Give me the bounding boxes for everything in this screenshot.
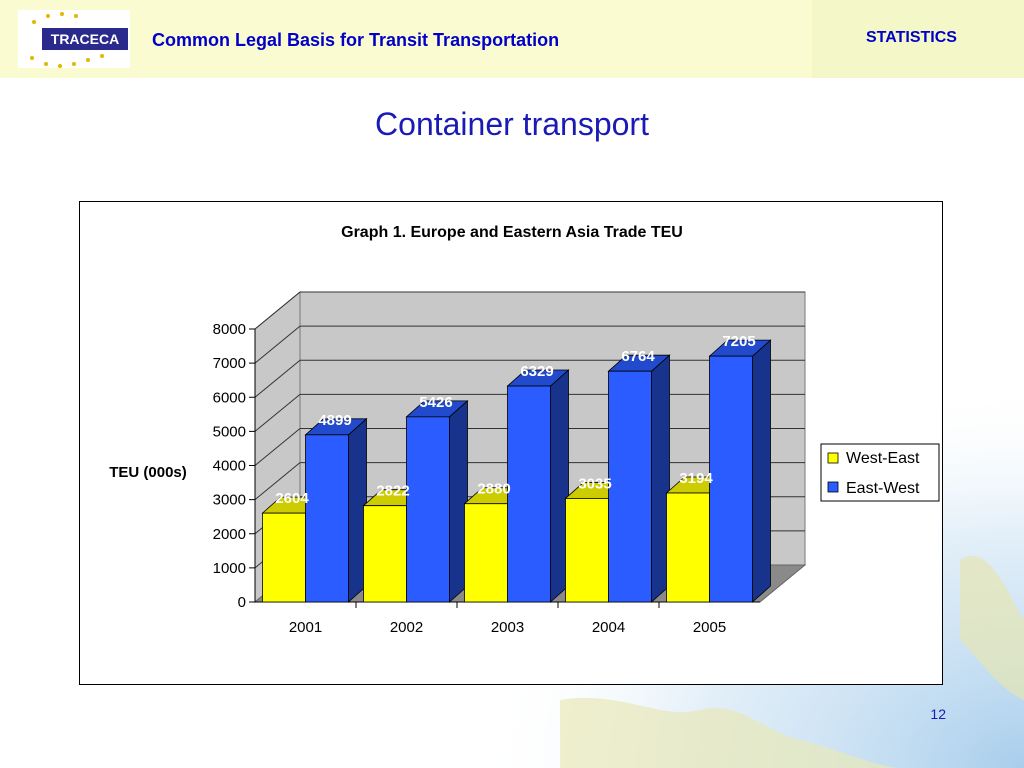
page-number: 12 (930, 706, 946, 722)
chart-legend: West-East East-West (820, 443, 940, 502)
y-tick-label: 3000 (213, 492, 246, 509)
x-tick-label: 2005 (693, 619, 726, 636)
data-label-east-west-2001: 4899 (318, 412, 351, 429)
bar-chart: Graph 1. Europe and Eastern Asia Trade T… (109, 224, 940, 636)
data-label-east-west-2003: 6329 (520, 363, 553, 380)
bar-west-east-2005 (666, 492, 710, 603)
bar-west-east-2001 (262, 512, 306, 603)
data-label-west-east-2002: 2822 (376, 483, 409, 500)
y-tick-label: 8000 (213, 321, 246, 338)
bar-east-west-2001 (305, 434, 349, 603)
y-tick-label: 2000 (213, 526, 246, 543)
bar-east-west-2003 (507, 385, 551, 603)
y-tick-label: 4000 (213, 458, 246, 475)
data-label-east-west-2002: 5426 (419, 394, 452, 411)
data-label-west-east-2004: 3035 (578, 475, 611, 492)
bar-west-east-2003 (464, 503, 508, 603)
chart-container: Graph 1. Europe and Eastern Asia Trade T… (79, 201, 943, 685)
traceca-logo: TRACECA (18, 10, 130, 68)
x-tick-label: 2003 (491, 619, 524, 636)
legend-label-east-west: East-West (846, 480, 920, 497)
x-tick-label: 2001 (289, 619, 322, 636)
y-tick-label: 1000 (213, 560, 246, 577)
gridline-side (254, 428, 301, 466)
gridline-side (254, 291, 301, 330)
plot-area: 0 1000 2000 3000 4000 5000 6000 7000 8000 2001 200… (213, 290, 807, 636)
header-title: Common Legal Basis for Transit Transport… (152, 30, 560, 50)
traceca-logo-graphic: TRACECA (30, 12, 128, 68)
section-label: STATISTICS (866, 29, 957, 46)
gridline-side (254, 393, 301, 432)
bar-east-west-2005 (709, 355, 753, 603)
y-tick-label: 5000 (213, 423, 246, 440)
gridline-side (254, 359, 301, 398)
legend-label-west-east: West-East (846, 450, 920, 467)
header-bar: TRACECA Common Legal Basis for Transit T… (0, 0, 1024, 78)
data-label-west-east-2001: 2604 (275, 490, 309, 507)
y-tick-label: 0 (238, 594, 246, 611)
x-tick-label: 2002 (390, 619, 423, 636)
bar-east-west-2002 (406, 416, 450, 603)
bar-west-east-2002 (363, 505, 407, 603)
svg-text:TRACECA: TRACECA (51, 31, 119, 47)
y-tick-label: 6000 (213, 389, 246, 406)
bar-west-east-2004 (565, 498, 609, 603)
gridline-side (254, 462, 301, 501)
data-label-east-west-2004: 6764 (621, 348, 655, 365)
slide-title: Container transport (375, 106, 649, 142)
bar-east-west-2004 (608, 370, 652, 603)
section-box (812, 0, 1024, 78)
bar-east-west-2005-side (752, 339, 771, 603)
legend-box (820, 443, 940, 502)
gridline-side (254, 325, 301, 364)
legend-swatch-east-west (827, 481, 839, 493)
y-tick-label: 7000 (213, 355, 246, 372)
data-label-east-west-2005: 7205 (722, 333, 755, 350)
chart-title: Graph 1. Europe and Eastern Asia Trade T… (341, 224, 683, 241)
x-tick-label: 2004 (592, 619, 625, 636)
data-label-west-east-2003: 2880 (477, 481, 510, 498)
data-label-west-east-2005: 3194 (679, 470, 713, 487)
y-axis-title: TEU (000s) (109, 464, 187, 481)
legend-swatch-west-east (827, 452, 839, 464)
